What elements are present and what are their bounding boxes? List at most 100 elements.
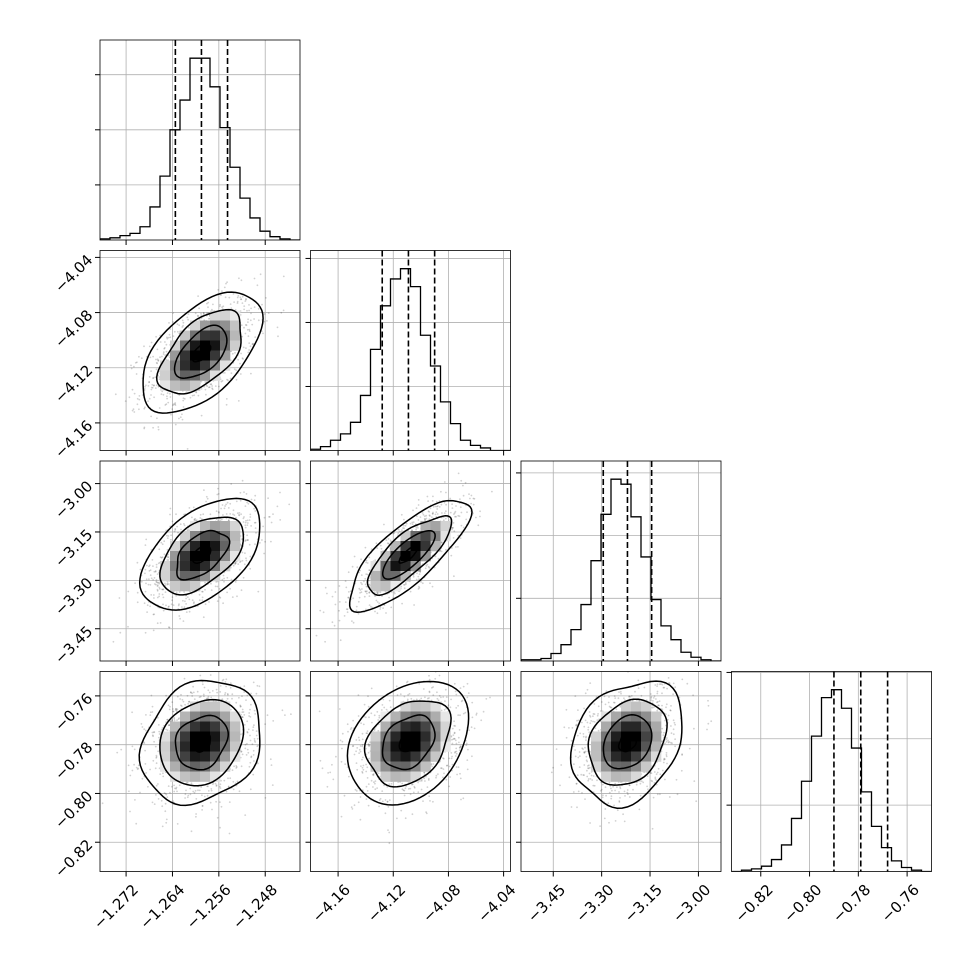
sample-point (234, 561, 237, 563)
sample-point (345, 608, 348, 610)
histogram-panel-1 (305, 250, 511, 456)
sample-point (380, 547, 383, 550)
sample-point (245, 347, 247, 349)
sample-point (322, 611, 325, 614)
sample-point (402, 527, 404, 529)
sample-point (157, 426, 160, 428)
density-cell (220, 751, 231, 762)
sample-point (185, 611, 188, 613)
sample-point (156, 348, 159, 351)
contour-line (191, 545, 212, 564)
density-cell (400, 531, 411, 542)
sample-point (172, 404, 175, 407)
sample-point (166, 549, 169, 551)
sample-point (216, 493, 219, 496)
sample-point (409, 522, 412, 525)
sample-point (152, 355, 155, 358)
sample-point (288, 503, 291, 506)
sample-point (419, 516, 422, 518)
sample-point (174, 404, 177, 406)
scatter-panel-1-2 (305, 460, 511, 666)
sample-point (207, 697, 210, 700)
density-cell (230, 320, 241, 331)
sample-point (226, 576, 229, 579)
sample-point (242, 517, 245, 520)
sample-point (239, 499, 242, 502)
scatter-panel-1-3: −4.16 −4.12 −4.08 −4.04 (305, 671, 520, 926)
sample-point (187, 529, 190, 531)
sample-point (158, 593, 161, 595)
sample-point (116, 751, 119, 754)
sample-point (257, 590, 260, 593)
density-cell (190, 761, 201, 772)
panel-frame (520, 460, 722, 662)
sample-point (138, 408, 140, 411)
sample-point (279, 519, 282, 521)
sample-point (434, 555, 437, 558)
sample-point (148, 381, 151, 383)
sample-point (411, 523, 414, 525)
sample-point (145, 578, 148, 581)
sample-point (173, 716, 176, 719)
sample-point (244, 524, 247, 527)
sample-point (376, 612, 379, 615)
sample-point (243, 724, 246, 726)
sample-point (161, 825, 164, 828)
sample-point (143, 407, 146, 410)
density-cell (190, 701, 201, 712)
sample-point (239, 705, 242, 708)
density-cell (230, 531, 241, 542)
density-cell (160, 370, 171, 381)
sample-point (166, 537, 169, 539)
sample-point (244, 505, 247, 507)
sample-point (409, 590, 412, 593)
density-cell (180, 741, 191, 752)
sample-point (136, 591, 139, 594)
sample-point (423, 771, 426, 774)
histogram-step (521, 478, 721, 661)
sample-point (353, 804, 356, 807)
sample-point (392, 532, 395, 535)
sample-point (162, 393, 165, 396)
sample-point (253, 277, 256, 280)
sample-point (426, 563, 429, 566)
sample-point (174, 402, 177, 404)
sample-point (153, 613, 156, 616)
sample-point (154, 387, 157, 389)
sample-point (239, 704, 242, 707)
y-tick-label: −3.45 (51, 622, 96, 667)
sample-point (364, 546, 367, 549)
sample-point (438, 506, 441, 508)
sample-point (450, 554, 453, 557)
sample-point (219, 519, 222, 522)
sample-point (388, 596, 390, 599)
density-cell (220, 721, 231, 732)
sample-point (146, 611, 149, 613)
sample-point (172, 321, 175, 323)
density-cell (230, 340, 241, 351)
sample-point (161, 727, 164, 729)
density-cell (230, 721, 241, 732)
sample-point (172, 708, 174, 710)
sample-point (172, 800, 175, 802)
sample-point (191, 599, 194, 602)
sample-point (403, 587, 406, 590)
sample-point (236, 300, 239, 303)
sample-point (226, 501, 229, 504)
sample-point (334, 603, 337, 606)
sample-point (284, 714, 286, 716)
sample-point (351, 565, 354, 568)
sample-point (162, 351, 165, 354)
sample-point (154, 570, 157, 572)
sample-point (246, 731, 249, 734)
sample-point (315, 634, 318, 637)
sample-point (183, 513, 186, 516)
sample-point (262, 332, 264, 335)
sample-point (235, 500, 238, 503)
sample-point (135, 822, 138, 825)
sample-point (155, 754, 158, 757)
sample-point (432, 800, 434, 803)
sample-point (178, 324, 181, 327)
sample-point (347, 597, 350, 599)
sample-point (358, 587, 361, 590)
